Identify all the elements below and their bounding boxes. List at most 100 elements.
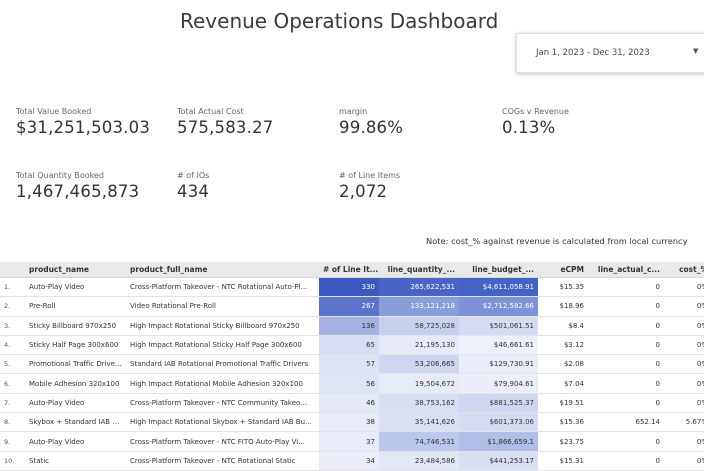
cell-ecpm: $8.4 bbox=[538, 316, 588, 336]
cell-line-quantity: 21,195,130 bbox=[379, 335, 459, 356]
kpi-label: # of IOs bbox=[177, 171, 210, 180]
header-line-actual-cost[interactable]: line_actual_c... bbox=[588, 262, 664, 278]
cell-line-actual-cost: 0 bbox=[588, 335, 664, 356]
kpi-value: 0.13% bbox=[502, 118, 556, 137]
cell-line-actual-cost: 0 bbox=[588, 373, 664, 394]
cell-product-full-name: High Impact Rotational Skybox + Standard… bbox=[126, 412, 319, 433]
cell-line-budget: $4,611,058.91 bbox=[459, 277, 538, 298]
cell-ecpm: $3.12 bbox=[538, 335, 588, 356]
cell-product-full-name: High Impact Rotational Sticky Billboard … bbox=[126, 316, 319, 336]
row-index: 2. bbox=[0, 296, 25, 317]
kpi-value: 434 bbox=[177, 182, 210, 201]
kpi-label: Total Value Booked bbox=[16, 107, 92, 116]
cell-product-name: Mobile Adhesion 320x100 bbox=[25, 373, 126, 394]
row-index: 10. bbox=[0, 451, 25, 471]
table-row[interactable]: 8. Skybox + Standard IAB B... High Impac… bbox=[0, 412, 704, 433]
cell-cost-pct: 0% bbox=[664, 277, 704, 298]
cell-line-items: 267 bbox=[319, 296, 379, 317]
table-row[interactable]: 4. Sticky Half Page 300x600 High Impact … bbox=[0, 335, 704, 356]
table-row[interactable]: 2. Pre-Roll Video Rotational Pre-Roll 26… bbox=[0, 296, 704, 317]
cell-product-full-name: Cross-Platform Takeover - NTC Rotational… bbox=[126, 277, 319, 298]
cell-ecpm: $18.96 bbox=[538, 296, 588, 317]
table-row[interactable]: 5. Promotional Traffic Drive... Standard… bbox=[0, 354, 704, 375]
cell-product-full-name: Video Rotational Pre-Roll bbox=[126, 296, 319, 317]
dropdown-caret-icon: ▼ bbox=[693, 47, 699, 55]
cell-cost-pct: 0% bbox=[664, 451, 704, 471]
cell-line-items: 136 bbox=[319, 316, 379, 336]
table-row[interactable]: 3. Sticky Billboard 970x250 High Impact … bbox=[0, 316, 704, 336]
cell-ecpm: $19.51 bbox=[538, 393, 588, 414]
kpi-label: Total Actual Cost bbox=[177, 107, 244, 116]
cell-product-full-name: Cross-Platform Takeover - NTC Rotational… bbox=[126, 451, 319, 471]
table-row[interactable]: 9. Auto-Play Video Cross-Platform Takeov… bbox=[0, 431, 704, 452]
header-line-budget[interactable]: line_budget_... bbox=[459, 262, 538, 278]
cell-cost-pct: 0% bbox=[664, 354, 704, 375]
kpi-cogs-v-revenue: COGs v Revenue 0.13% bbox=[502, 107, 569, 137]
cell-line-budget: $1,866,659.1 bbox=[459, 431, 538, 452]
cell-line-items: 56 bbox=[319, 373, 379, 394]
cell-product-name: Static bbox=[25, 451, 126, 471]
date-range-picker[interactable]: Jan 1, 2023 - Dec 31, 2023 ▼ bbox=[516, 33, 704, 73]
cell-cost-pct: 0% bbox=[664, 373, 704, 394]
cell-product-full-name: Standard IAB Rotational Promotional Traf… bbox=[126, 354, 319, 375]
table-row[interactable]: 1. Auto-Play Video Cross-Platform Takeov… bbox=[0, 277, 704, 298]
cell-line-budget: $129,730.91 bbox=[459, 354, 538, 375]
cell-cost-pct: 0% bbox=[664, 393, 704, 414]
cell-line-quantity: 265,622,531 bbox=[379, 277, 459, 298]
cell-line-quantity: 53,206,665 bbox=[379, 354, 459, 375]
row-index: 5. bbox=[0, 354, 25, 375]
cell-product-name: Auto-Play Video bbox=[25, 431, 126, 452]
cell-line-budget: $441,253.17 bbox=[459, 451, 538, 471]
cell-line-items: 46 bbox=[319, 393, 379, 414]
cell-line-actual-cost: 0 bbox=[588, 354, 664, 375]
cell-ecpm: $15.35 bbox=[538, 277, 588, 298]
cell-product-full-name: High Impact Rotational Sticky Half Page … bbox=[126, 335, 319, 356]
cell-line-actual-cost: 0 bbox=[588, 451, 664, 471]
header-product-name[interactable]: product_name bbox=[25, 262, 126, 278]
row-index: 4. bbox=[0, 335, 25, 356]
header-product-full-name[interactable]: product_full_name bbox=[126, 262, 319, 278]
header-ecpm[interactable]: eCPM bbox=[538, 262, 588, 278]
product-table: product_name product_full_name # of Line… bbox=[0, 262, 704, 471]
header-index bbox=[0, 262, 25, 278]
kpi-value: $31,251,503.03 bbox=[16, 118, 151, 137]
cell-line-items: 57 bbox=[319, 354, 379, 375]
cell-line-items: 34 bbox=[319, 451, 379, 471]
kpi-value: 575,583.27 bbox=[177, 118, 274, 137]
cell-line-actual-cost: 0 bbox=[588, 296, 664, 317]
kpi-total-quantity-booked: Total Quantity Booked 1,467,465,873 bbox=[16, 171, 139, 201]
page-title: Revenue Operations Dashboard bbox=[180, 9, 499, 33]
cell-cost-pct: 5.67% bbox=[664, 412, 704, 433]
cell-line-budget: $46,661.61 bbox=[459, 335, 538, 356]
table-header-row: product_name product_full_name # of Line… bbox=[0, 262, 704, 278]
table-row[interactable]: 10. Static Cross-Platform Takeover - NTC… bbox=[0, 451, 704, 471]
cell-ecpm: $15.36 bbox=[538, 412, 588, 433]
row-index: 6. bbox=[0, 373, 25, 394]
date-range-label: Jan 1, 2023 - Dec 31, 2023 bbox=[536, 48, 650, 58]
kpi-total-value-booked: Total Value Booked $31,251,503.03 bbox=[16, 107, 150, 137]
header-line-quantity[interactable]: line_quantity_... bbox=[379, 262, 459, 278]
cell-line-budget: $2,712,582.66 bbox=[459, 296, 538, 317]
cell-cost-pct: 0% bbox=[664, 316, 704, 336]
row-index: 8. bbox=[0, 412, 25, 433]
cell-cost-pct: 0% bbox=[664, 296, 704, 317]
cell-product-name: Promotional Traffic Drive... bbox=[25, 354, 126, 375]
cell-line-items: 37 bbox=[319, 431, 379, 452]
cell-line-budget: $601,373.06 bbox=[459, 412, 538, 433]
cell-line-quantity: 35,141,626 bbox=[379, 412, 459, 433]
kpi-num-ios: # of IOs 434 bbox=[177, 171, 209, 201]
header-line-items[interactable]: # of Line It... bbox=[319, 262, 379, 278]
header-cost-pct[interactable]: cost_% bbox=[664, 262, 704, 278]
cell-line-budget: $881,525.37 bbox=[459, 393, 538, 414]
cell-line-actual-cost: 0 bbox=[588, 393, 664, 414]
kpi-num-line-items: # of Line Items 2,072 bbox=[339, 171, 400, 201]
table-row[interactable]: 7. Auto-Play Video Cross-Platform Takeov… bbox=[0, 393, 704, 414]
cell-product-full-name: Cross-Platform Takeover - NTC Community … bbox=[126, 393, 319, 414]
cell-product-full-name: High Impact Rotational Mobile Adhesion 3… bbox=[126, 373, 319, 394]
kpi-value: 1,467,465,873 bbox=[16, 182, 140, 201]
cell-line-quantity: 133,121,218 bbox=[379, 296, 459, 317]
table-row[interactable]: 6. Mobile Adhesion 320x100 High Impact R… bbox=[0, 373, 704, 394]
cell-line-actual-cost: 0 bbox=[588, 277, 664, 298]
cell-line-quantity: 58,725,028 bbox=[379, 316, 459, 336]
cell-product-name: Sticky Billboard 970x250 bbox=[25, 316, 126, 336]
